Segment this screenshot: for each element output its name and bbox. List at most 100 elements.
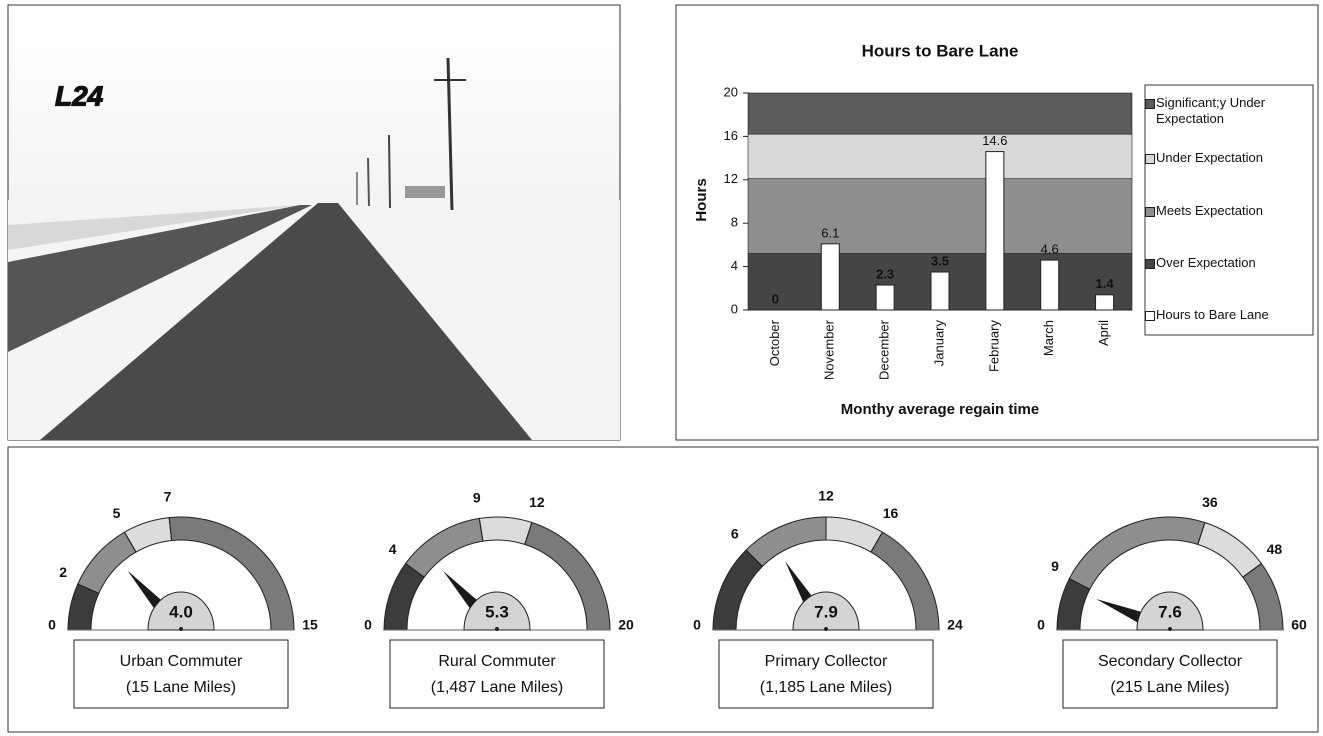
legend-label: Hours to Bare Lane [1156,307,1269,322]
value-label: 6.1 [821,225,839,240]
gauge-hub [147,591,215,631]
bar [930,271,950,311]
gauge-value: 4.0 [169,602,193,621]
gauge-tick-label: 2 [59,564,67,580]
gauge-label-box [1062,639,1278,709]
x-tick-label: January [931,320,946,367]
gauge-tick-label: 12 [818,488,834,504]
gauge-tick [1242,563,1262,578]
gauge-tick-label: 0 [1037,617,1045,633]
gauge-band [478,516,533,546]
gauge-tick-label: 48 [1267,541,1283,557]
gauge-tick-label: 20 [618,617,634,633]
gauge-tick [1069,578,1091,590]
y-tick-label: 12 [724,171,738,186]
x-tick-label: October [767,319,782,366]
legend-item: Under Expectation [1145,150,1308,166]
band [747,178,1133,254]
y-tick-label: 4 [731,258,738,273]
gauge-name: Urban Commuter [120,653,243,670]
gauge-tick-label: 9 [473,489,481,505]
x-tick-label: November [822,319,837,380]
gauge-tick [745,549,763,567]
gauge-tick-label: 7 [164,488,172,504]
x-axis-label: Monthy average regain time [841,401,1039,418]
y-tick-label: 16 [724,128,738,143]
gauge-pivot [179,627,183,631]
legend-item: Meets Expectation [1145,203,1308,219]
gauge-pivot [1168,627,1172,631]
gauge-tick-label: 0 [693,617,701,633]
gauge-tick [478,518,484,542]
bar [985,151,1005,311]
band [747,133,1133,180]
gauge-tick-label: 5 [113,505,121,521]
value-label: 0 [772,291,779,306]
gauge-tick [524,522,533,545]
gauge-subtitle: (1,185 Lane Miles) [760,679,893,696]
gauge-label-box [73,639,289,709]
gauge-needle [785,561,816,608]
gauge-subtitle: (15 Lane Miles) [126,679,236,696]
gauge-tick [168,517,173,541]
gauge-value: 7.6 [1158,602,1182,621]
gauge-tick-label: 6 [731,525,739,541]
gauge-value: 5.3 [485,602,509,621]
x-tick-label: March [1041,320,1056,356]
legend-swatch [1145,99,1155,109]
y-tick-label: 20 [724,84,738,99]
gauge-value: 7.9 [814,602,838,621]
gauge-tick-label: 12 [529,494,545,510]
gauge-tick [870,531,883,553]
gauge-name: Rural Commuter [438,653,556,670]
value-label: 1.4 [1096,276,1115,291]
gauge-pivot [495,627,499,631]
band [747,92,1133,135]
gauge-subtitle: (1,487 Lane Miles) [431,679,564,696]
legend-item: Significant;y Under Expectation [1145,95,1308,127]
gauge-tick-label: 60 [1291,617,1307,633]
value-label: 3.5 [931,253,949,268]
chart-title: Hours to Bare Lane [862,41,1019,60]
gauge-tick [77,583,99,594]
gauge-tick-label: 36 [1202,494,1218,510]
legend-label: Meets Expectation [1156,203,1263,218]
gauge-label-box [389,639,605,709]
legend-swatch [1145,259,1155,269]
gauge-subtitle: (215 Lane Miles) [1110,679,1229,696]
value-label: 4.6 [1041,242,1059,257]
gauge-name: Primary Collector [765,653,888,670]
value-label: 2.3 [876,266,894,281]
gauge-pivot [824,627,828,631]
gauge-tick-label: 4 [389,541,397,557]
bar [820,243,840,311]
x-tick-label: December [877,319,892,380]
gauge-needle [1096,598,1145,624]
photo: L24 [7,4,621,441]
value-label: 14.6 [982,133,1007,148]
legend-item: Over Expectation [1145,255,1308,271]
gauge-name: Secondary Collector [1098,653,1243,670]
legend-item: Hours to Bare Lane [1145,307,1308,323]
legend-label: Under Expectation [1156,150,1263,165]
gauge-needle [443,570,482,612]
gauge-hub [792,591,860,631]
legend-frame [1144,84,1314,336]
gauge-hub [463,591,531,631]
bar [1040,259,1060,311]
gauge-hub [1136,591,1204,631]
gauge-tick-label: 16 [883,505,899,521]
legend-swatch [1145,207,1155,217]
legend-swatch [1145,311,1155,321]
x-tick-label: February [986,320,1001,373]
gauge-label-box [718,639,934,709]
legend-label: Significant;y Under Expectation [1156,95,1266,126]
y-tick-label: 8 [731,215,738,230]
legend-label: Over Expectation [1156,255,1256,270]
gauge-tick-label: 15 [302,617,318,633]
bar [875,284,895,311]
gauge-tick [405,563,425,578]
gauge-tick-label: 0 [48,617,56,633]
